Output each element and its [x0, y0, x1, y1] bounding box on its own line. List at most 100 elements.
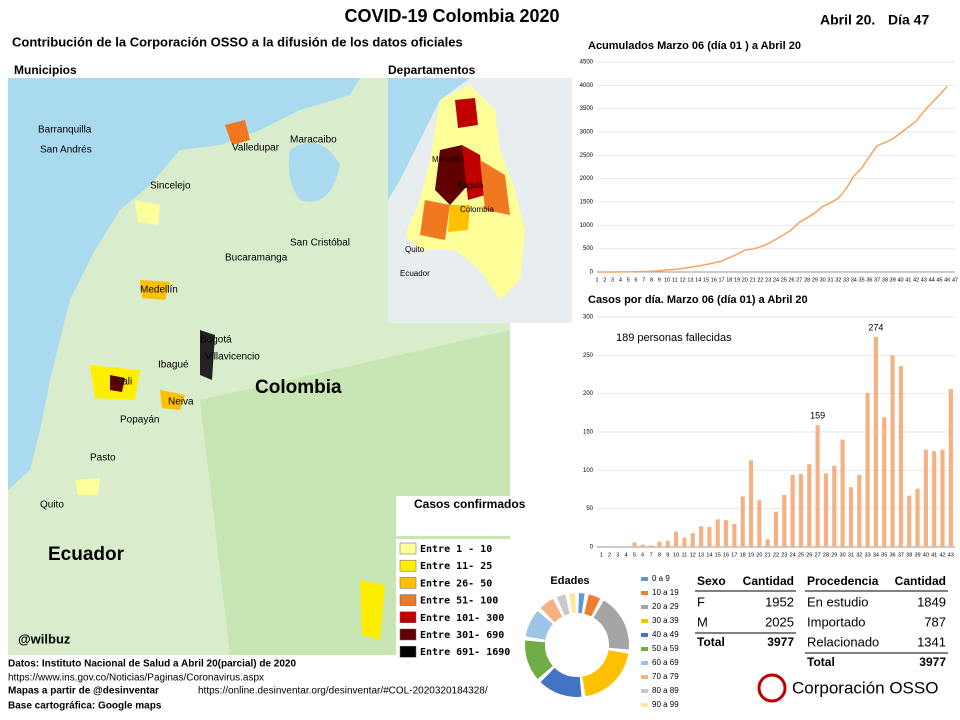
- x-tick-label: 22: [773, 552, 779, 558]
- x-tick-label: 5: [627, 277, 630, 283]
- x-tick-label: 31: [827, 277, 833, 283]
- legend-swatch: [399, 594, 417, 606]
- x-tick-label: 10: [673, 552, 679, 558]
- x-tick-label: 34: [851, 277, 857, 283]
- logo-text: Corporación OSSO: [792, 678, 938, 697]
- legend-swatch: [399, 645, 417, 658]
- table-cell: Relacionado: [807, 634, 879, 649]
- place-label: Maracaibo: [290, 135, 337, 146]
- table-cell: 3977: [767, 635, 794, 649]
- inset-label: Colombia: [460, 205, 494, 214]
- bar: [940, 449, 945, 547]
- legend-swatch: [641, 591, 648, 595]
- inset-label: Bogotá: [458, 181, 484, 190]
- y-tick-label: 50: [586, 506, 593, 512]
- x-tick-label: 24: [773, 277, 779, 283]
- legend-label: 0 a 9: [652, 574, 670, 583]
- x-tick-label: 2: [608, 552, 611, 558]
- x-tick-label: 14: [695, 277, 701, 283]
- footer-text: https://www.ins.gov.co/Noticias/Paginas/…: [8, 673, 264, 684]
- place-label: San Andrés: [40, 145, 92, 156]
- x-tick-label: 8: [658, 552, 661, 558]
- bar: [640, 544, 645, 547]
- legend-title: Casos confirmados: [414, 497, 526, 511]
- x-tick-label: 15: [715, 552, 721, 558]
- place-label: Colombia: [255, 377, 342, 398]
- place-label: Ibagué: [158, 360, 189, 371]
- legend-label: Entre 101- 300: [420, 613, 504, 624]
- bar: [740, 496, 745, 547]
- bar: [790, 474, 795, 547]
- legend-swatch: [399, 559, 417, 572]
- day: Día 47: [888, 12, 929, 28]
- y-tick-label: 100: [583, 468, 594, 474]
- table-cell: 3977: [919, 655, 946, 669]
- subtitle: Contribución de la Corporación OSSO a la…: [12, 34, 463, 49]
- dept: [455, 98, 478, 128]
- table-cell: F: [697, 594, 705, 609]
- place-label: Neiva: [168, 397, 194, 408]
- table-header: Cantidad: [743, 574, 794, 588]
- sea: [388, 78, 470, 200]
- bar: [823, 473, 829, 547]
- pie-slice: [584, 594, 601, 617]
- pie-slice: [569, 593, 576, 614]
- place-label: Cali: [115, 377, 132, 388]
- annotation: 189 personas fallecidas: [616, 332, 732, 344]
- legend-swatch: [641, 647, 648, 651]
- x-tick-label: 33: [843, 277, 849, 283]
- x-tick-label: 25: [798, 552, 804, 558]
- pie-slice: [582, 650, 629, 697]
- dept: [480, 160, 510, 215]
- sea: [8, 78, 360, 490]
- legend-label: 80 a 89: [652, 686, 679, 695]
- y-tick-label: 200: [583, 391, 594, 397]
- bar: [915, 488, 920, 547]
- x-tick-label: 16: [711, 277, 717, 283]
- x-tick-label: 40: [923, 552, 929, 558]
- legend-label: 10 a 19: [652, 588, 679, 597]
- bar: [865, 392, 870, 547]
- x-tick-label: 21: [765, 552, 771, 558]
- x-tick-label: 8: [650, 277, 653, 283]
- bar: [723, 520, 729, 547]
- y-tick-label: 0: [590, 545, 594, 551]
- legend-label: 90 a 99: [652, 700, 679, 709]
- y-tick-label: 2500: [580, 153, 594, 159]
- x-tick-label: 20: [742, 277, 748, 283]
- bar: [765, 539, 770, 547]
- chart-title: Casos por día. Marzo 06 (día 01) a Abril…: [588, 294, 808, 306]
- place-label: Popayán: [120, 415, 159, 426]
- x-tick-label: 32: [856, 552, 862, 558]
- bar: [674, 531, 679, 547]
- x-tick-label: 23: [765, 277, 771, 283]
- x-tick-label: 3: [611, 277, 614, 283]
- area: [110, 375, 125, 392]
- x-tick-label: 27: [796, 277, 802, 283]
- area: [360, 580, 385, 640]
- x-tick-label: 31: [848, 552, 854, 558]
- table-cell: Total: [807, 655, 835, 669]
- x-tick-label: 18: [726, 277, 732, 283]
- map-title: Departamentos: [388, 63, 476, 77]
- x-tick-label: 22: [757, 277, 763, 283]
- lake: [288, 142, 340, 202]
- x-tick-label: 29: [831, 552, 837, 558]
- x-tick-label: 18: [740, 552, 746, 558]
- x-tick-label: 28: [804, 277, 810, 283]
- bar: [732, 524, 737, 547]
- x-tick-label: 47: [952, 277, 958, 283]
- bar: [923, 449, 928, 547]
- x-tick-label: 44: [929, 277, 935, 283]
- table-header: Sexo: [697, 574, 726, 588]
- line: [597, 85, 948, 273]
- table-cell: 2025: [765, 614, 794, 629]
- legend-swatch: [641, 661, 648, 665]
- legend-swatch: [399, 542, 417, 555]
- bar: [932, 451, 937, 547]
- x-tick-label: 14: [706, 552, 712, 558]
- bar: [882, 417, 887, 547]
- legend-label: Entre 51- 100: [420, 596, 498, 607]
- x-tick-label: 1: [595, 277, 598, 283]
- legend-swatch: [641, 577, 648, 581]
